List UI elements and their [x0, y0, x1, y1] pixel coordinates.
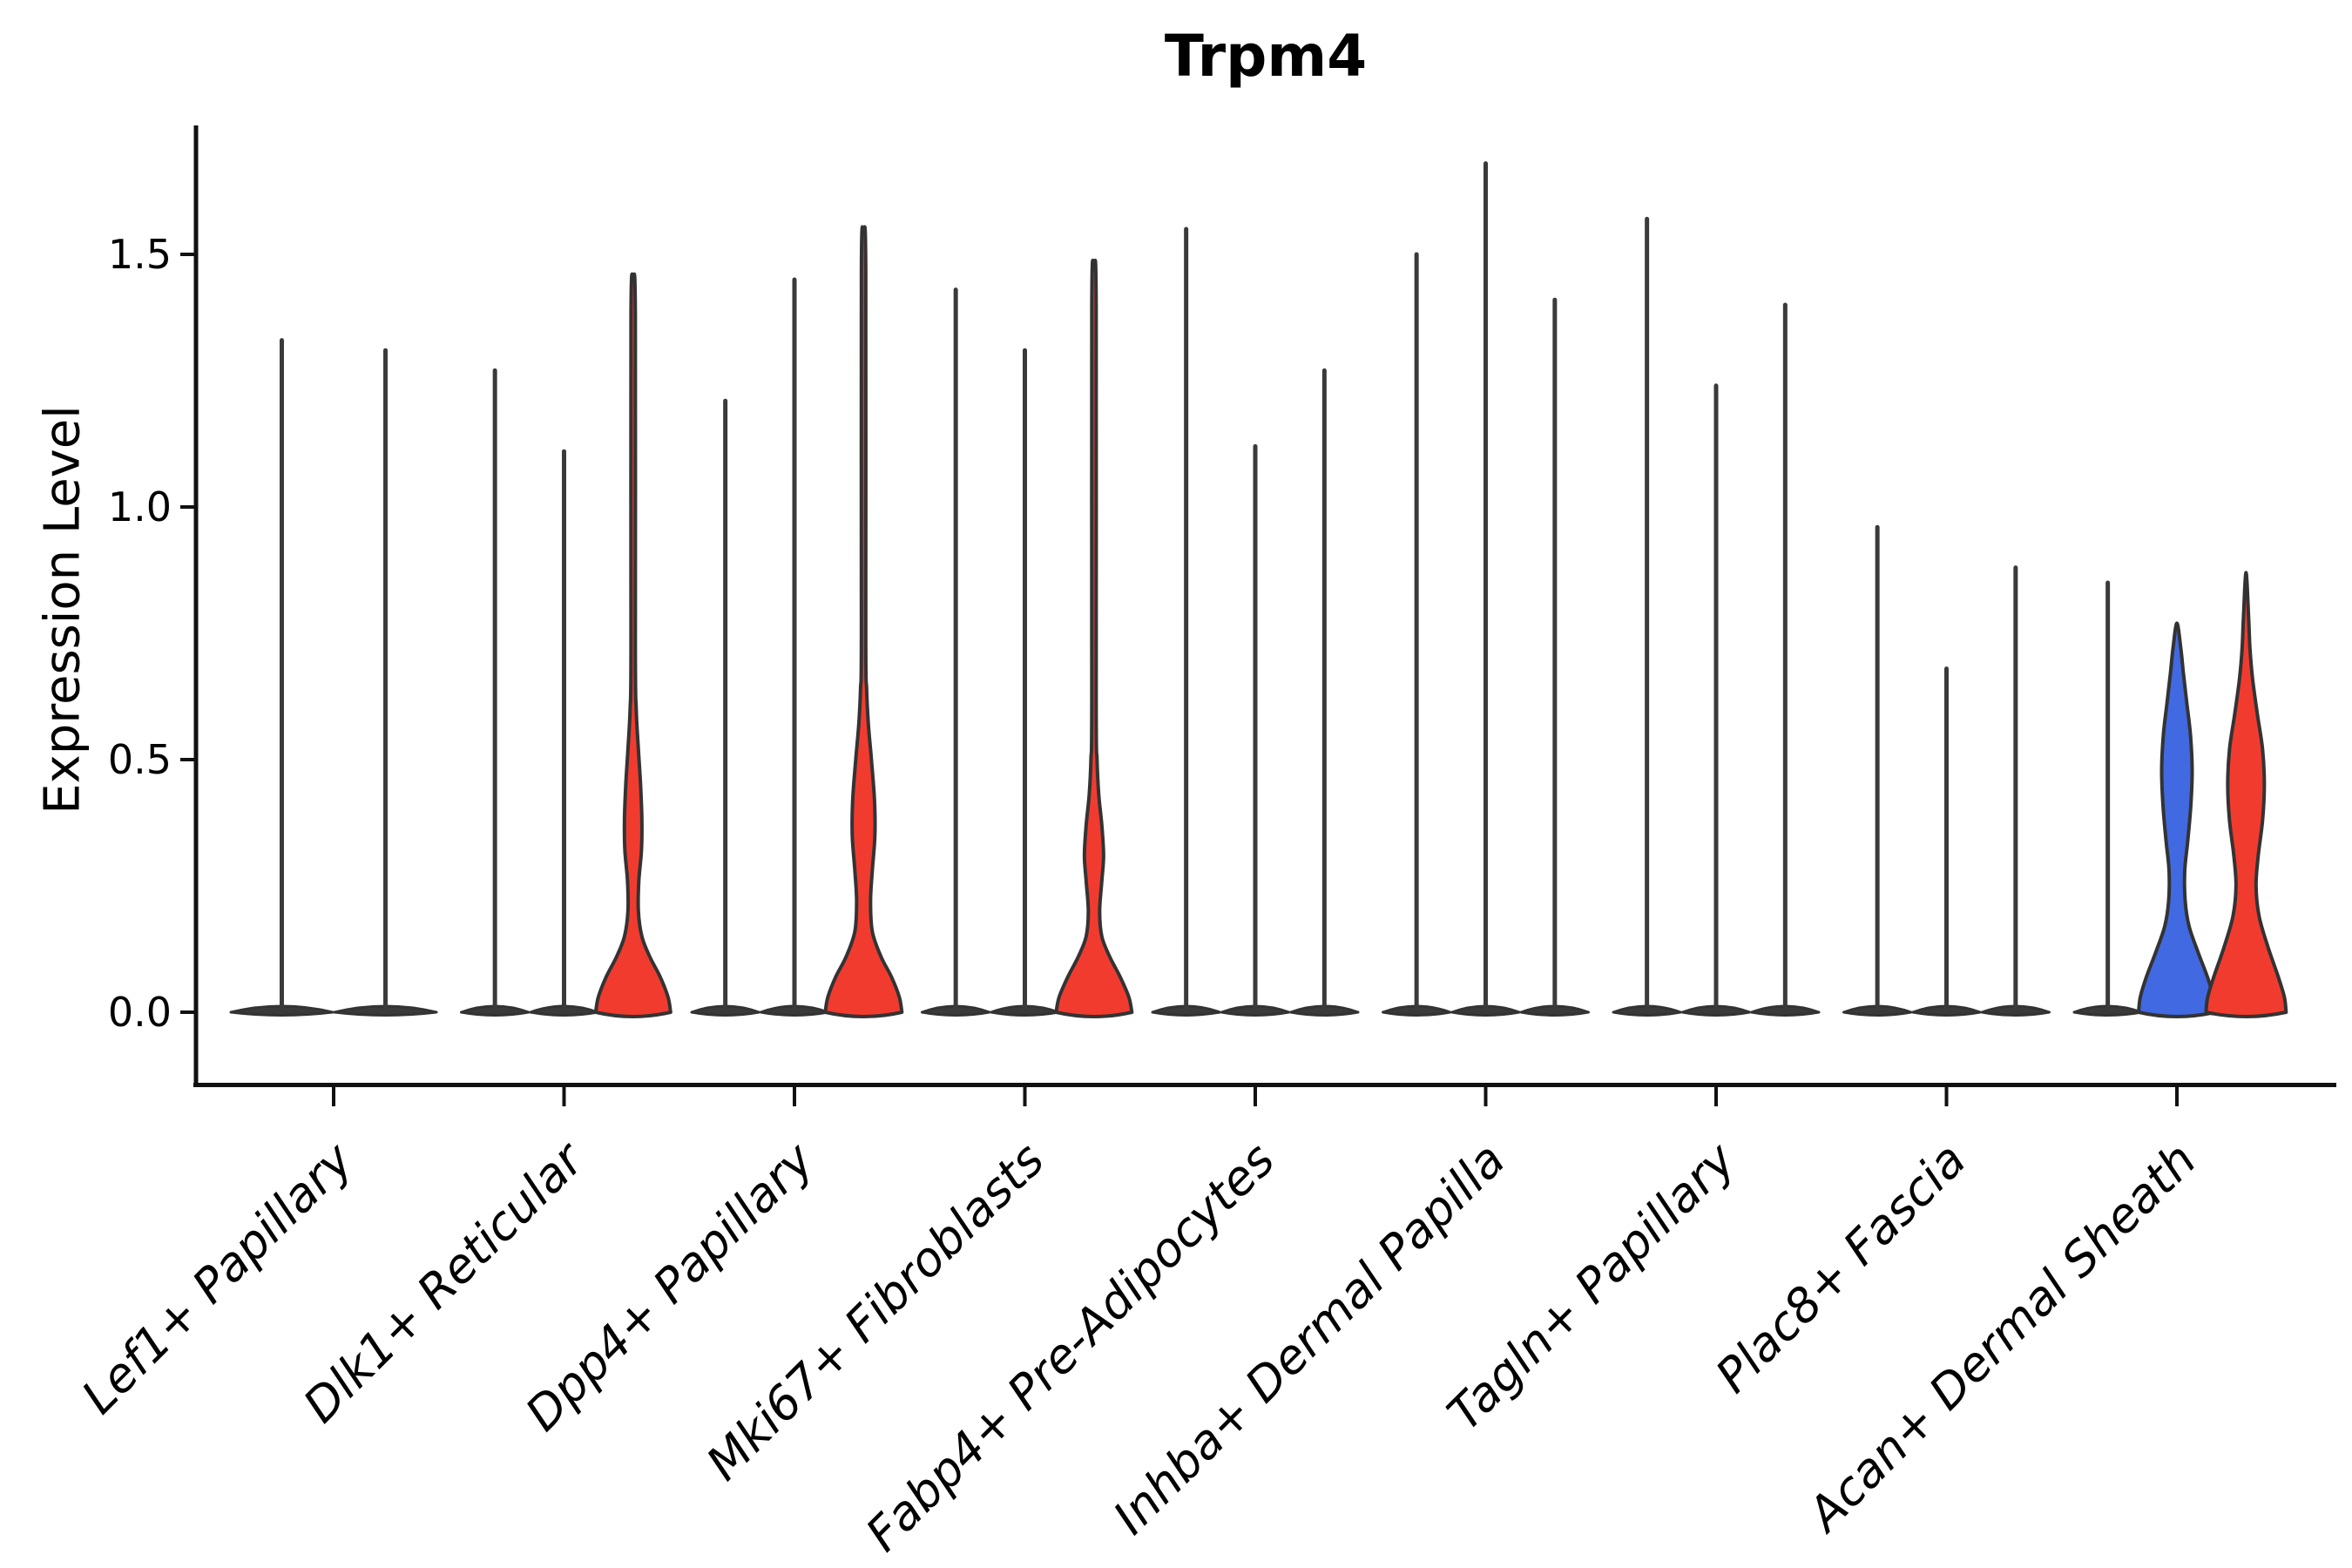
chart-title: Trpm4	[1164, 23, 1368, 90]
violin-shape-red	[2204, 571, 2288, 1018]
violin-shape-blue	[2137, 621, 2217, 1018]
violin-shape-red	[1054, 258, 1134, 1018]
y-tick-label: 1.0	[108, 483, 172, 531]
y-axis-label: Expression Level	[34, 405, 91, 814]
violin-shape-red	[593, 272, 672, 1018]
violin-shape-red	[823, 225, 904, 1018]
x-category-label: Fabp4+ Pre-Adipocytes	[855, 1132, 1285, 1562]
y-tick-label: 0.0	[108, 989, 172, 1036]
x-category-label: Plac8+ Fascia	[1705, 1132, 1976, 1403]
y-tick-label: 1.5	[108, 231, 172, 278]
y-tick-label: 0.5	[108, 736, 172, 783]
x-category-label: Acan+ Dermal Sheath	[1795, 1132, 2207, 1544]
x-category-label: Inhba+ Dermal Papilla	[1103, 1132, 1516, 1545]
